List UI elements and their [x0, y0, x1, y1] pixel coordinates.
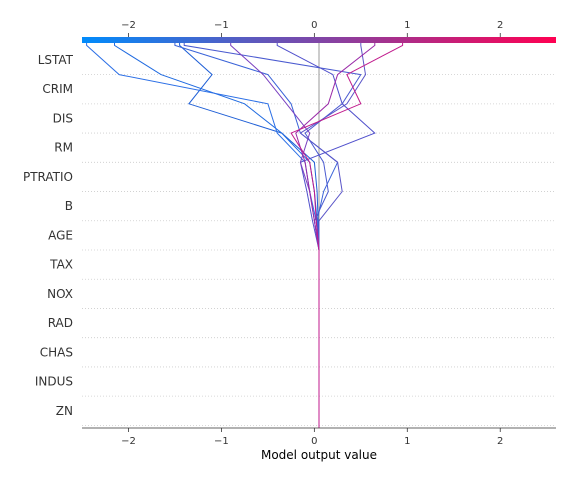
feature-label: PTRATIO: [23, 170, 73, 184]
feature-labels: LSTAT CRIM DIS RM PTRATIO B AGE TAX NOX RAD CHAS IN…: [23, 53, 74, 418]
top-axis: −2 −1 0 1 2: [121, 20, 503, 37]
decision-line: [174, 43, 339, 428]
feature-label: RM: [54, 141, 73, 155]
feature-label: B: [65, 199, 73, 213]
decision-line: [276, 43, 376, 428]
bottom-tick-label: 2: [497, 436, 503, 447]
feature-label: INDUS: [35, 375, 73, 389]
decision-lines: [86, 43, 404, 428]
colorbar: [82, 37, 556, 43]
feature-label: LSTAT: [38, 53, 74, 67]
decision-line: [230, 43, 320, 428]
decision-line: [183, 43, 362, 428]
decision-line: [295, 43, 376, 428]
x-axis-title: Model output value: [261, 448, 377, 462]
decision-line: [179, 43, 320, 428]
bottom-tick-label: 1: [404, 436, 410, 447]
feature-label: DIS: [53, 111, 73, 125]
top-tick-label: −2: [121, 20, 136, 31]
feature-label: NOX: [47, 287, 73, 301]
top-tick-label: 2: [497, 20, 503, 31]
decision-line: [290, 43, 404, 428]
feature-label: ZN: [56, 404, 73, 418]
top-tick-label: −1: [214, 20, 229, 31]
feature-label: CHAS: [40, 345, 73, 359]
bottom-axis: −2 −1 0 1 2: [121, 428, 503, 447]
feature-label: CRIM: [42, 82, 73, 96]
bottom-tick-label: −1: [214, 436, 229, 447]
decision-line: [299, 43, 367, 428]
feature-label: AGE: [48, 228, 73, 242]
top-tick-label: 1: [404, 20, 410, 31]
bottom-tick-label: −2: [121, 436, 136, 447]
feature-label: TAX: [49, 258, 73, 272]
top-tick-label: 0: [311, 20, 317, 31]
bottom-tick-label: 0: [311, 436, 317, 447]
feature-label: RAD: [48, 316, 73, 330]
